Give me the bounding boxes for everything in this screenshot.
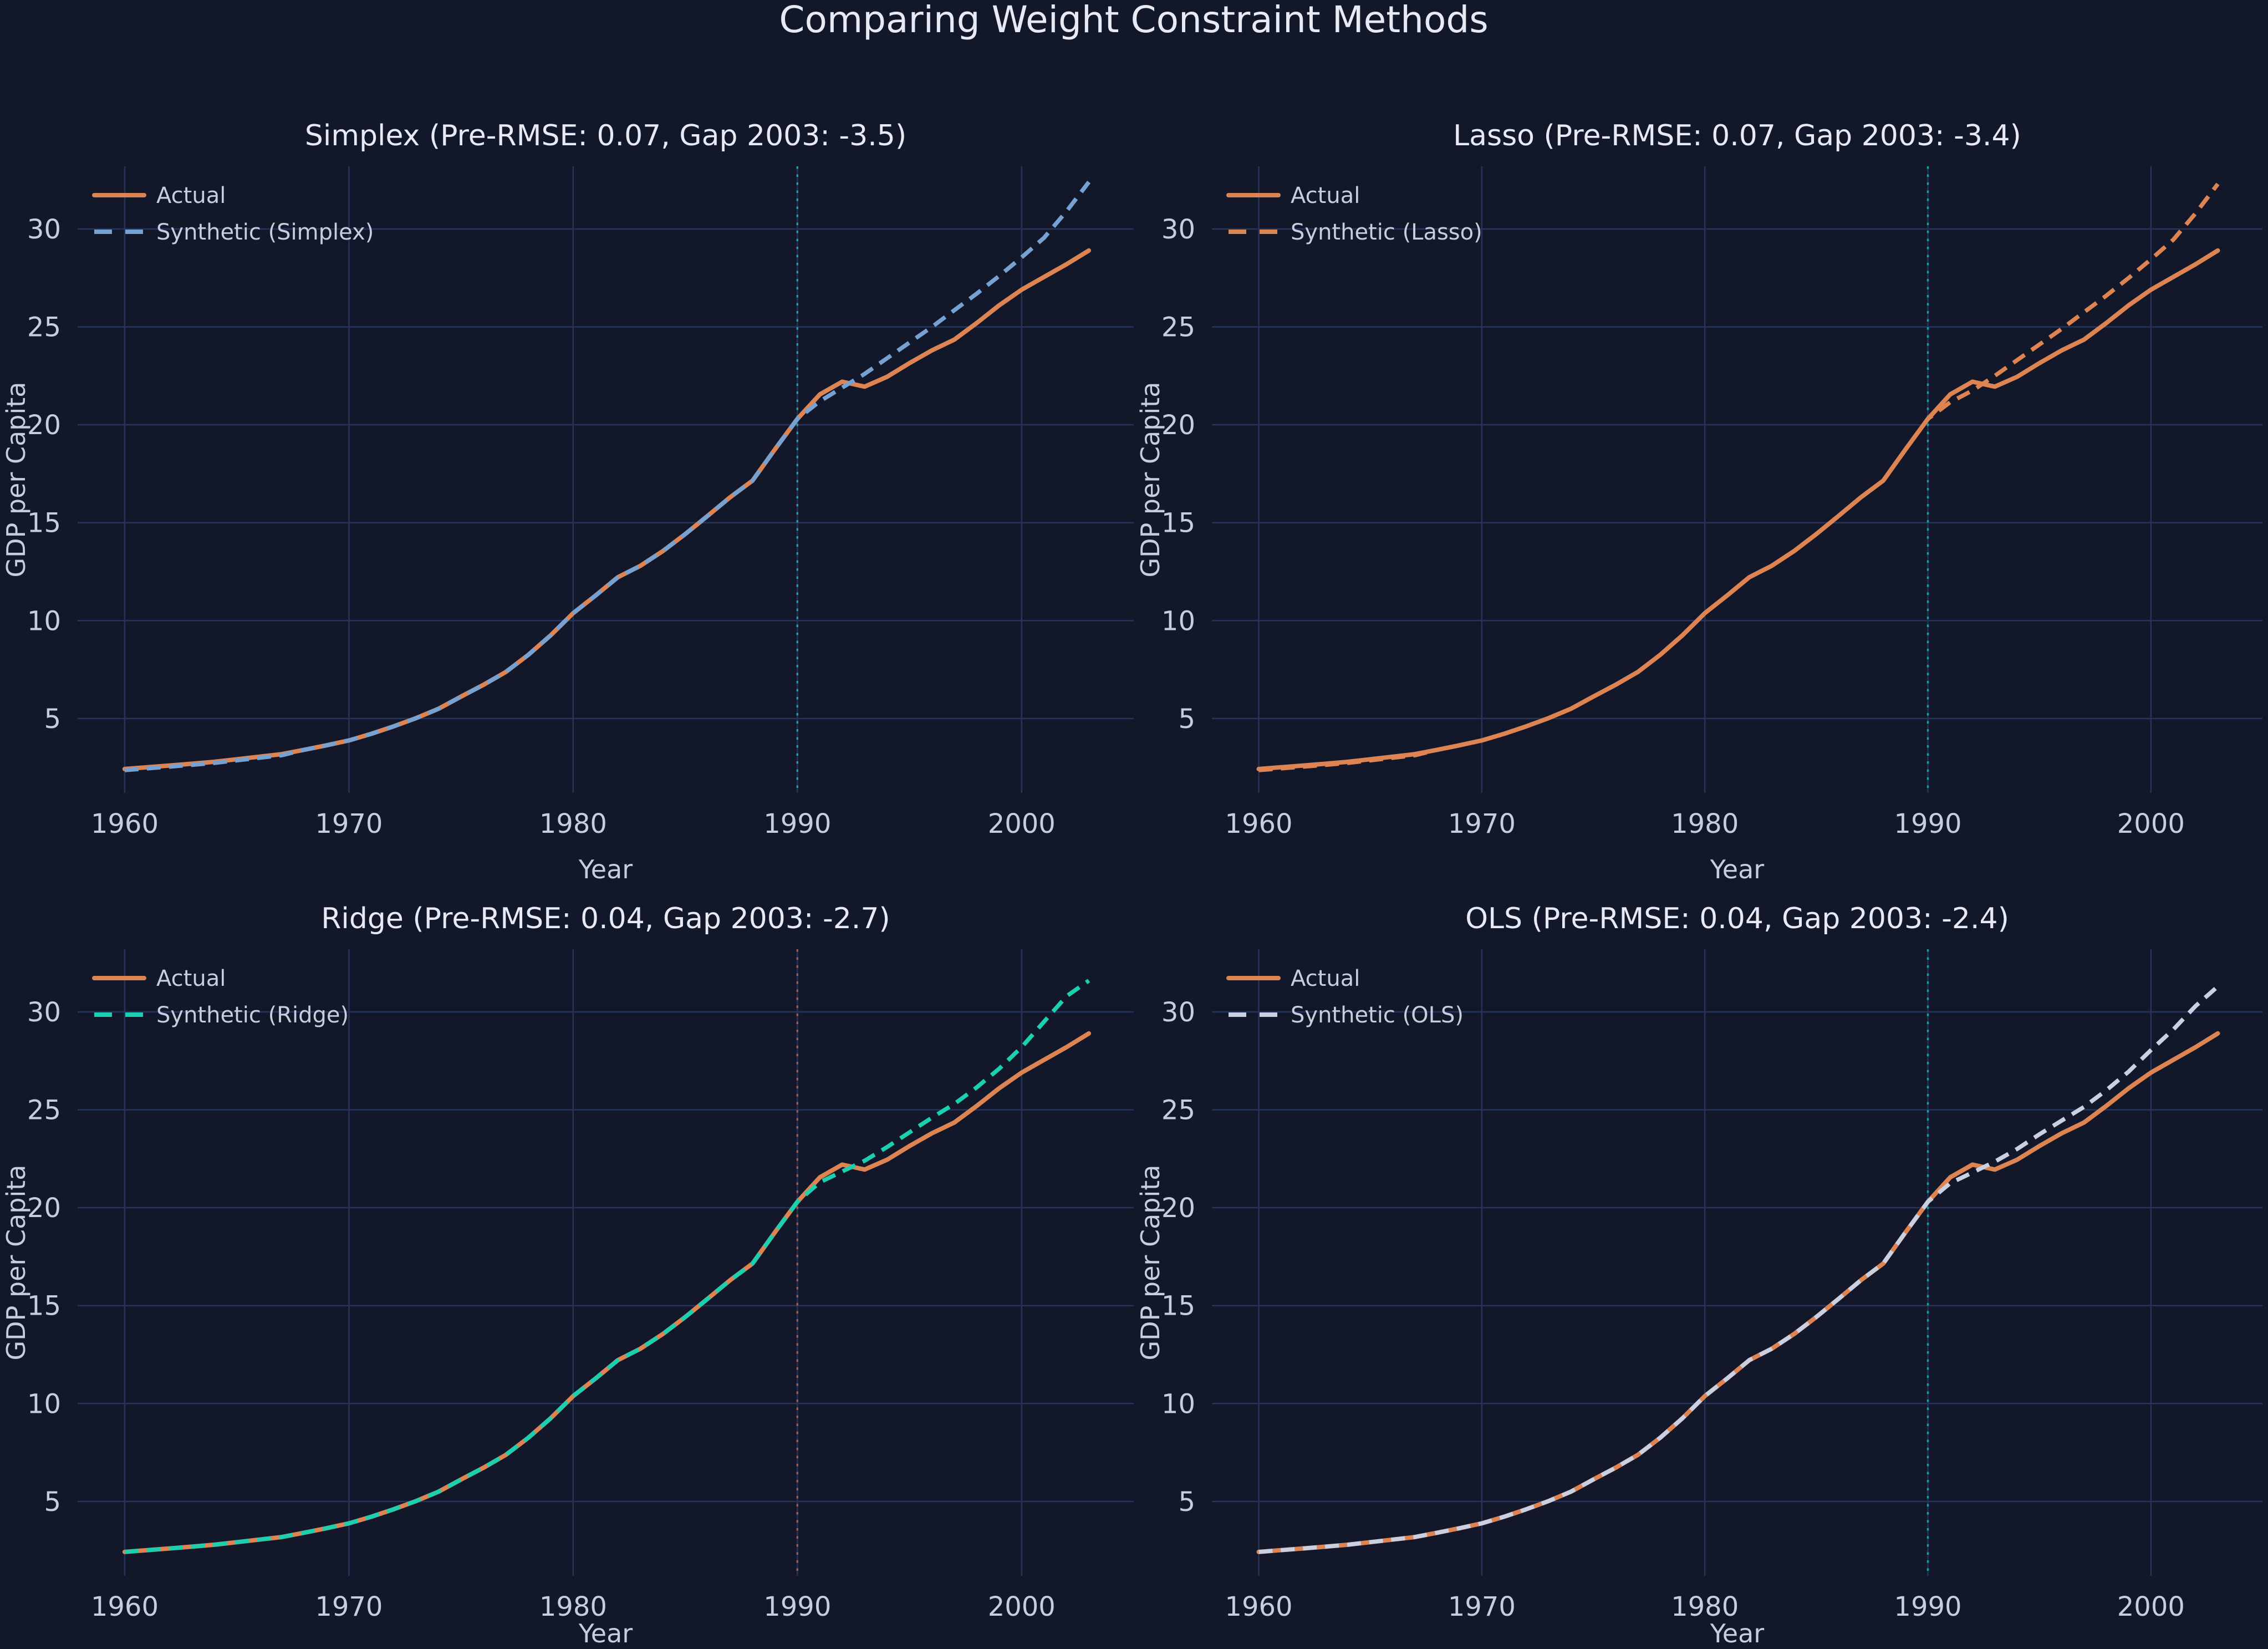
x-tick-label: 1980 xyxy=(539,1591,607,1622)
x-axis-label: Year xyxy=(578,854,633,884)
x-tick-label: 1980 xyxy=(1671,1591,1739,1622)
legend: Actual Synthetic (Ridge) xyxy=(92,966,349,1028)
x-axis-label: Year xyxy=(1710,1619,1764,1648)
y-axis-label: GDP per Capita xyxy=(1135,1165,1165,1361)
y-tick-label: 25 xyxy=(27,312,61,343)
x-tick-label: 1960 xyxy=(1225,1591,1292,1622)
legend-label-synthetic: Synthetic (Simplex) xyxy=(156,220,374,245)
y-tick-label: 5 xyxy=(44,1487,61,1518)
x-tick-label: 1970 xyxy=(1448,808,1516,839)
x-tick-label: 1960 xyxy=(91,1591,159,1622)
y-tick-label: 10 xyxy=(27,605,61,637)
legend-label-synthetic: Synthetic (Lasso) xyxy=(1291,220,1482,245)
y-tick-label: 15 xyxy=(27,1291,61,1322)
legend: Actual Synthetic (Simplex) xyxy=(92,183,374,245)
subplot-ridge: 1960 1970 1980 1990 2000 5 10 15 20 25 30 Year GDP p… xyxy=(1,902,1134,1648)
y-tick-label: 25 xyxy=(27,1095,61,1126)
y-axis-label: GDP per Capita xyxy=(1135,382,1165,578)
legend-label-synthetic: Synthetic (Ridge) xyxy=(156,1002,349,1028)
x-tick-label: 2000 xyxy=(988,808,1056,839)
y-tick-label: 20 xyxy=(1161,410,1195,441)
actual-line xyxy=(122,248,1092,771)
y-axis-label: GDP per Capita xyxy=(1,382,31,578)
y-tick-label: 30 xyxy=(1161,997,1195,1028)
legend-label-actual: Actual xyxy=(156,183,226,208)
x-axis-label: Year xyxy=(578,1619,633,1648)
synthetic-line xyxy=(124,181,1091,772)
x-axis-label: Year xyxy=(1710,854,1764,884)
y-tick-label: 20 xyxy=(27,1193,61,1224)
synthetic-line xyxy=(124,979,1090,1554)
subplot-lasso: 1960 1970 1980 1990 2000 5 10 15 20 25 30 Year GDP p… xyxy=(1135,119,2262,884)
legend-label-actual: Actual xyxy=(1291,183,1360,208)
x-tick-label: 2000 xyxy=(988,1591,1056,1622)
x-tick-label: 1990 xyxy=(763,808,831,839)
subplot-title: Simplex (Pre-RMSE: 0.07, Gap 2003: -3.5) xyxy=(305,119,906,152)
synthetic-line xyxy=(1258,985,2219,1554)
subplot-ols: 1960 1970 1980 1990 2000 5 10 15 20 25 30 Year GDP p… xyxy=(1135,902,2262,1648)
subplot-title: OLS (Pre-RMSE: 0.04, Gap 2003: -2.4) xyxy=(1465,902,2009,935)
x-tick-label: 1990 xyxy=(1894,1591,1961,1622)
y-tick-label: 25 xyxy=(1161,1095,1195,1126)
y-tick-label: 25 xyxy=(1161,312,1195,343)
x-tick-label: 2000 xyxy=(2117,808,2185,839)
y-tick-label: 5 xyxy=(1178,704,1195,735)
y-tick-label: 15 xyxy=(1161,508,1195,539)
y-tick-label: 5 xyxy=(1178,1487,1195,1518)
x-tick-label: 1970 xyxy=(315,1591,383,1622)
subplot-simplex: 1960 1970 1980 1990 2000 5 10 15 20 25 30 Year GDP p… xyxy=(1,119,1134,884)
legend: Actual Synthetic (OLS) xyxy=(1226,966,1464,1028)
subplot-title: Ridge (Pre-RMSE: 0.04, Gap 2003: -2.7) xyxy=(321,902,890,935)
legend-label-actual: Actual xyxy=(156,966,226,991)
y-tick-label: 10 xyxy=(1161,605,1195,637)
synthetic-line xyxy=(1258,182,2220,772)
legend-label-actual: Actual xyxy=(1291,966,1360,991)
x-tick-label: 1960 xyxy=(91,808,159,839)
y-tick-label: 20 xyxy=(27,410,61,441)
y-tick-label: 30 xyxy=(27,214,61,245)
y-tick-label: 15 xyxy=(27,508,61,539)
x-tick-label: 2000 xyxy=(2117,1591,2185,1622)
x-tick-label: 1980 xyxy=(539,808,607,839)
legend-label-synthetic: Synthetic (OLS) xyxy=(1291,1002,1464,1028)
y-tick-label: 10 xyxy=(27,1388,61,1419)
y-tick-label: 5 xyxy=(44,704,61,735)
y-tick-label: 30 xyxy=(27,997,61,1028)
y-tick-label: 15 xyxy=(1161,1291,1195,1322)
x-tick-label: 1970 xyxy=(315,808,383,839)
figure-title: Comparing Weight Constraint Methods xyxy=(779,0,1488,41)
x-tick-label: 1960 xyxy=(1225,808,1292,839)
legend: Actual Synthetic (Lasso) xyxy=(1226,183,1482,245)
y-axis-label: GDP per Capita xyxy=(1,1165,31,1361)
actual-line xyxy=(1256,248,2220,771)
x-tick-label: 1980 xyxy=(1671,808,1739,839)
y-tick-label: 10 xyxy=(1161,1388,1195,1419)
x-tick-label: 1990 xyxy=(763,1591,831,1622)
y-tick-label: 30 xyxy=(1161,214,1195,245)
x-tick-label: 1970 xyxy=(1448,1591,1516,1622)
subplot-title: Lasso (Pre-RMSE: 0.07, Gap 2003: -3.4) xyxy=(1453,119,2021,152)
y-tick-label: 20 xyxy=(1161,1193,1195,1224)
subplots-group: 1960 1970 1980 1990 2000 5 10 15 20 25 30 Year GDP p… xyxy=(1,119,2262,1648)
x-tick-label: 1990 xyxy=(1894,808,1961,839)
